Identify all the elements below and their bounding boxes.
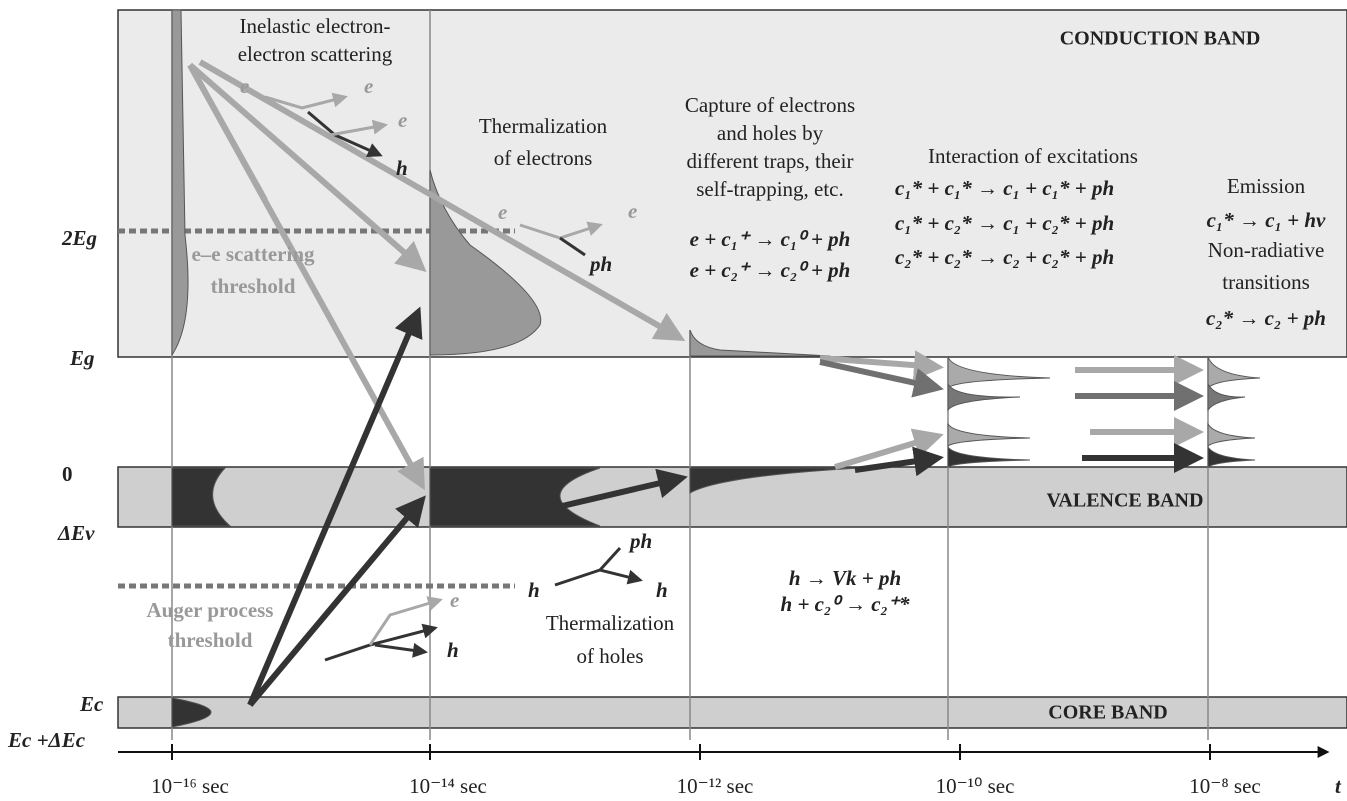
equation: c₂* + c₂* → c₂ + c₂* + ph [895, 245, 1114, 269]
process-text: different traps, their [687, 149, 854, 173]
particle-label: e [450, 588, 459, 612]
band-label: CORE BAND [1048, 702, 1167, 724]
distribution [429, 467, 601, 527]
core-band [117, 696, 1347, 729]
process-text: transitions [1222, 270, 1310, 294]
process-text: Capture of electrons [685, 93, 855, 117]
particle-label: h [656, 578, 668, 602]
distribution [947, 422, 1031, 448]
process-text: Thermalization [546, 611, 675, 635]
distribution [171, 697, 212, 728]
threshold-text: threshold [168, 628, 253, 652]
process-text: electron scattering [238, 42, 393, 66]
process-text: of holes [576, 644, 643, 668]
process-text: and holes by [717, 121, 824, 145]
arrows [187, 59, 1204, 707]
arrow [188, 62, 427, 272]
time-label: 10⁻¹⁰ sec [936, 774, 1015, 798]
process-text: self-trapping, etc. [696, 177, 844, 201]
energy-label: ΔEv [57, 521, 95, 545]
scatter-arrow [368, 596, 443, 646]
scatter-arrow [329, 119, 388, 137]
scatter-arrow [264, 92, 348, 110]
arrow [198, 59, 686, 341]
scatter-arrow [598, 546, 622, 572]
arrow [544, 468, 688, 513]
particle-label: e [240, 74, 249, 98]
process-text: Thermalization [479, 114, 608, 138]
equation: c₁* + c₁* → c₁ + c₁* + ph [895, 176, 1114, 200]
scatter-arrow [324, 623, 438, 662]
distribution [1207, 445, 1256, 468]
scatter-arrow [559, 236, 586, 257]
time-axis: 10⁻¹⁶ sec 10⁻¹⁴ sec 10⁻¹² sec 10⁻¹⁰ sec … [118, 744, 1342, 798]
arrow [854, 446, 944, 477]
process-labels: Inelastic electron- electron scattering … [147, 14, 1327, 668]
scatter-arrow [554, 568, 643, 587]
arrow [187, 63, 268, 202]
energy-label: Ec [79, 692, 104, 716]
time-label: 10⁻⁸ sec [1189, 774, 1260, 798]
time-axis-label: t [1335, 774, 1342, 798]
distribution [947, 356, 1051, 390]
equation: h → Vk + ph [789, 566, 901, 590]
distribution [1207, 383, 1246, 412]
distribution [429, 169, 542, 356]
energy-label: Eg [69, 346, 95, 370]
process-text: Emission [1227, 174, 1306, 198]
distribution [689, 467, 861, 494]
equation: h + c₂⁰ → c₂⁺* [781, 592, 910, 616]
distribution [171, 9, 189, 357]
threshold-text: threshold [211, 274, 296, 298]
band-label: VALENCE BAND [1047, 490, 1204, 512]
particle-label: e [398, 108, 407, 132]
band-label: CONDUCTION BAND [1060, 28, 1261, 50]
process-text: Inelastic electron- [240, 14, 391, 38]
equation: c₂* → c₂ + ph [1206, 306, 1326, 330]
energy-label: 2Eg [61, 226, 97, 250]
arrow [819, 350, 944, 381]
equation: e + c₂⁺ → c₂⁰ + ph [690, 258, 851, 282]
arrow [247, 495, 426, 707]
particle-label: e [364, 74, 373, 98]
particle-label: ph [588, 252, 612, 276]
distribution [947, 445, 1031, 468]
process-text: Non-radiative [1208, 238, 1325, 262]
process-text: of electrons [494, 146, 593, 170]
equation: c₁* → c₁ + hν [1207, 208, 1326, 232]
energy-labels: 2Eg Eg 0 ΔEv Ec Ec +ΔEc [7, 226, 104, 752]
particle-label: h [447, 638, 459, 662]
process-text: Interaction of excitations [928, 144, 1138, 168]
equation: e + c₁⁺ → c₁⁰ + ph [690, 227, 851, 251]
time-label: 10⁻¹⁶ sec [151, 774, 229, 798]
distribution [1207, 422, 1256, 448]
threshold-text: Auger process [147, 598, 274, 622]
particle-label: h [528, 578, 540, 602]
distribution [689, 329, 831, 357]
particle-labels: e e e h e e ph ph h h e h [240, 74, 668, 662]
equation: c₁* + c₂* → c₁ + c₂* + ph [895, 211, 1114, 235]
distribution [171, 467, 232, 527]
distribution [1207, 356, 1261, 390]
particle-label: h [396, 156, 408, 180]
time-label: 10⁻¹⁴ sec [409, 774, 487, 798]
energy-label: 0 [62, 462, 73, 486]
scatter-arrow [374, 642, 428, 658]
particle-label: e [628, 199, 637, 223]
time-label: 10⁻¹² sec [677, 774, 754, 798]
energy-label: Ec +ΔEc [7, 728, 86, 752]
arrow [834, 428, 944, 470]
band-labels: CONDUCTION BAND VALENCE BAND CORE BAND [1047, 28, 1261, 724]
arrow [247, 306, 423, 707]
particle-label: ph [628, 529, 652, 553]
threshold-text: e–e scattering [191, 242, 315, 266]
arrow [819, 359, 944, 398]
distributions [171, 9, 1261, 728]
distribution [947, 383, 1021, 412]
particle-label: e [498, 200, 507, 224]
